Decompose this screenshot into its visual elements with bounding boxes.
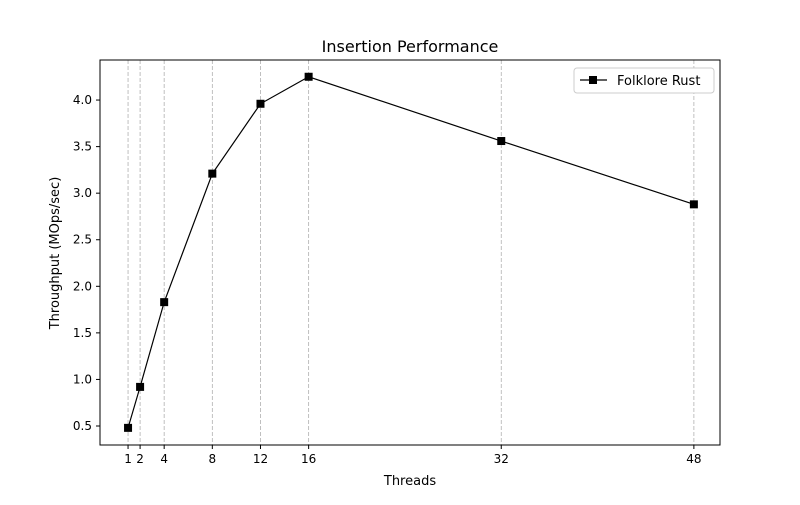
- chart-title: Insertion Performance: [322, 37, 499, 56]
- y-tick-label: 3.0: [73, 186, 92, 200]
- x-tick-label: 12: [253, 452, 268, 466]
- y-axis-label: Throughput (MOps/sec): [48, 177, 63, 331]
- series-line: [127, 76, 695, 429]
- y-tick-label: 3.5: [73, 140, 92, 154]
- legend-label: Folklore Rust: [617, 74, 700, 89]
- x-tick-label: 48: [686, 452, 701, 466]
- x-tick-label: 4: [160, 452, 168, 466]
- y-tick-label: 2.5: [73, 233, 92, 247]
- data-point: [136, 382, 145, 391]
- y-tick-label: 1.0: [73, 372, 92, 386]
- x-tick-label: 1: [124, 452, 132, 466]
- data-point: [304, 72, 313, 81]
- y-tick-label: 1.5: [73, 326, 92, 340]
- data-point: [124, 423, 133, 432]
- x-tick-label: 2: [136, 452, 144, 466]
- y-tick-label: 2.0: [73, 279, 92, 293]
- y-tick-label: 4.0: [73, 93, 92, 107]
- y-tick-label: 0.5: [73, 419, 92, 433]
- data-point: [497, 137, 506, 146]
- data-point: [256, 99, 265, 108]
- data-point: [689, 200, 698, 209]
- legend-marker: [589, 76, 597, 84]
- x-axis-label: Threads: [383, 474, 436, 489]
- x-tick-label: 32: [494, 452, 509, 466]
- data-point: [208, 169, 217, 178]
- data-point: [160, 298, 169, 307]
- plot-frame: [99, 59, 721, 446]
- legend: Folklore Rust: [573, 67, 715, 94]
- x-tick-label: 16: [301, 452, 316, 466]
- x-tick-label: 8: [209, 452, 217, 466]
